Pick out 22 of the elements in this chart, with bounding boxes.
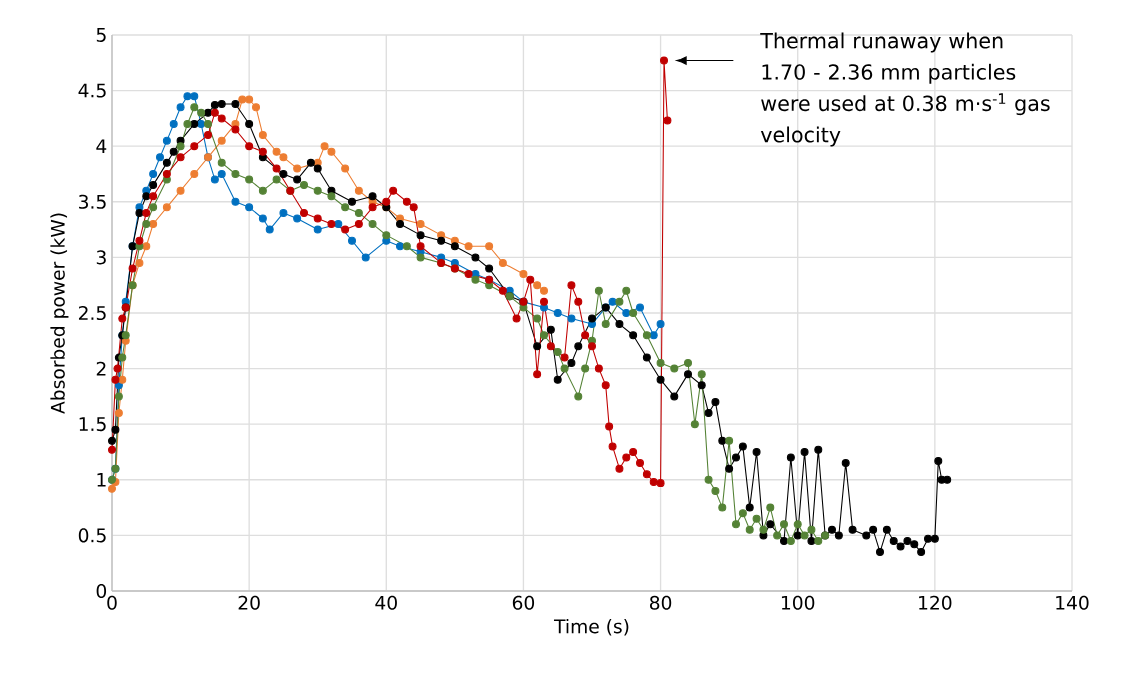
x-tick-label: 80	[649, 595, 672, 610]
x-tick-label: 40	[375, 595, 397, 610]
y-tick-label: 0	[96, 583, 107, 599]
x-tick-label: 0	[107, 595, 117, 610]
x-tick-label: 120	[919, 595, 952, 610]
x-tick-label: 20	[238, 595, 260, 610]
y-tick-label: 1.5	[79, 417, 106, 432]
y-tick-label: 3	[96, 250, 106, 265]
text: Thermal runaway when 1.70 - 2.36 mm particles were used at 0.38 m·s$^{-1}$ gas velocity	[760, 32, 1050, 147]
x-tick-label: 140	[1056, 595, 1089, 610]
y-tick-label: 4.5	[78, 83, 106, 98]
x-tick-label: 100	[781, 595, 815, 610]
y-tick-label: 2.5	[78, 305, 106, 321]
x-axis-title: Time (s)	[553, 618, 629, 636]
y-tick-label: 4	[96, 139, 107, 153]
x-tick-label: 60	[512, 595, 535, 610]
y-tick-label: 5	[96, 28, 106, 42]
y-tick-label: 2	[96, 361, 106, 376]
y-tick-label: 3.5	[79, 194, 106, 209]
y-tick-label: 1	[97, 472, 106, 487]
y-axis-title: Absorbed power (kW)	[50, 213, 69, 414]
y-tick-label: 0.5	[78, 528, 106, 543]
